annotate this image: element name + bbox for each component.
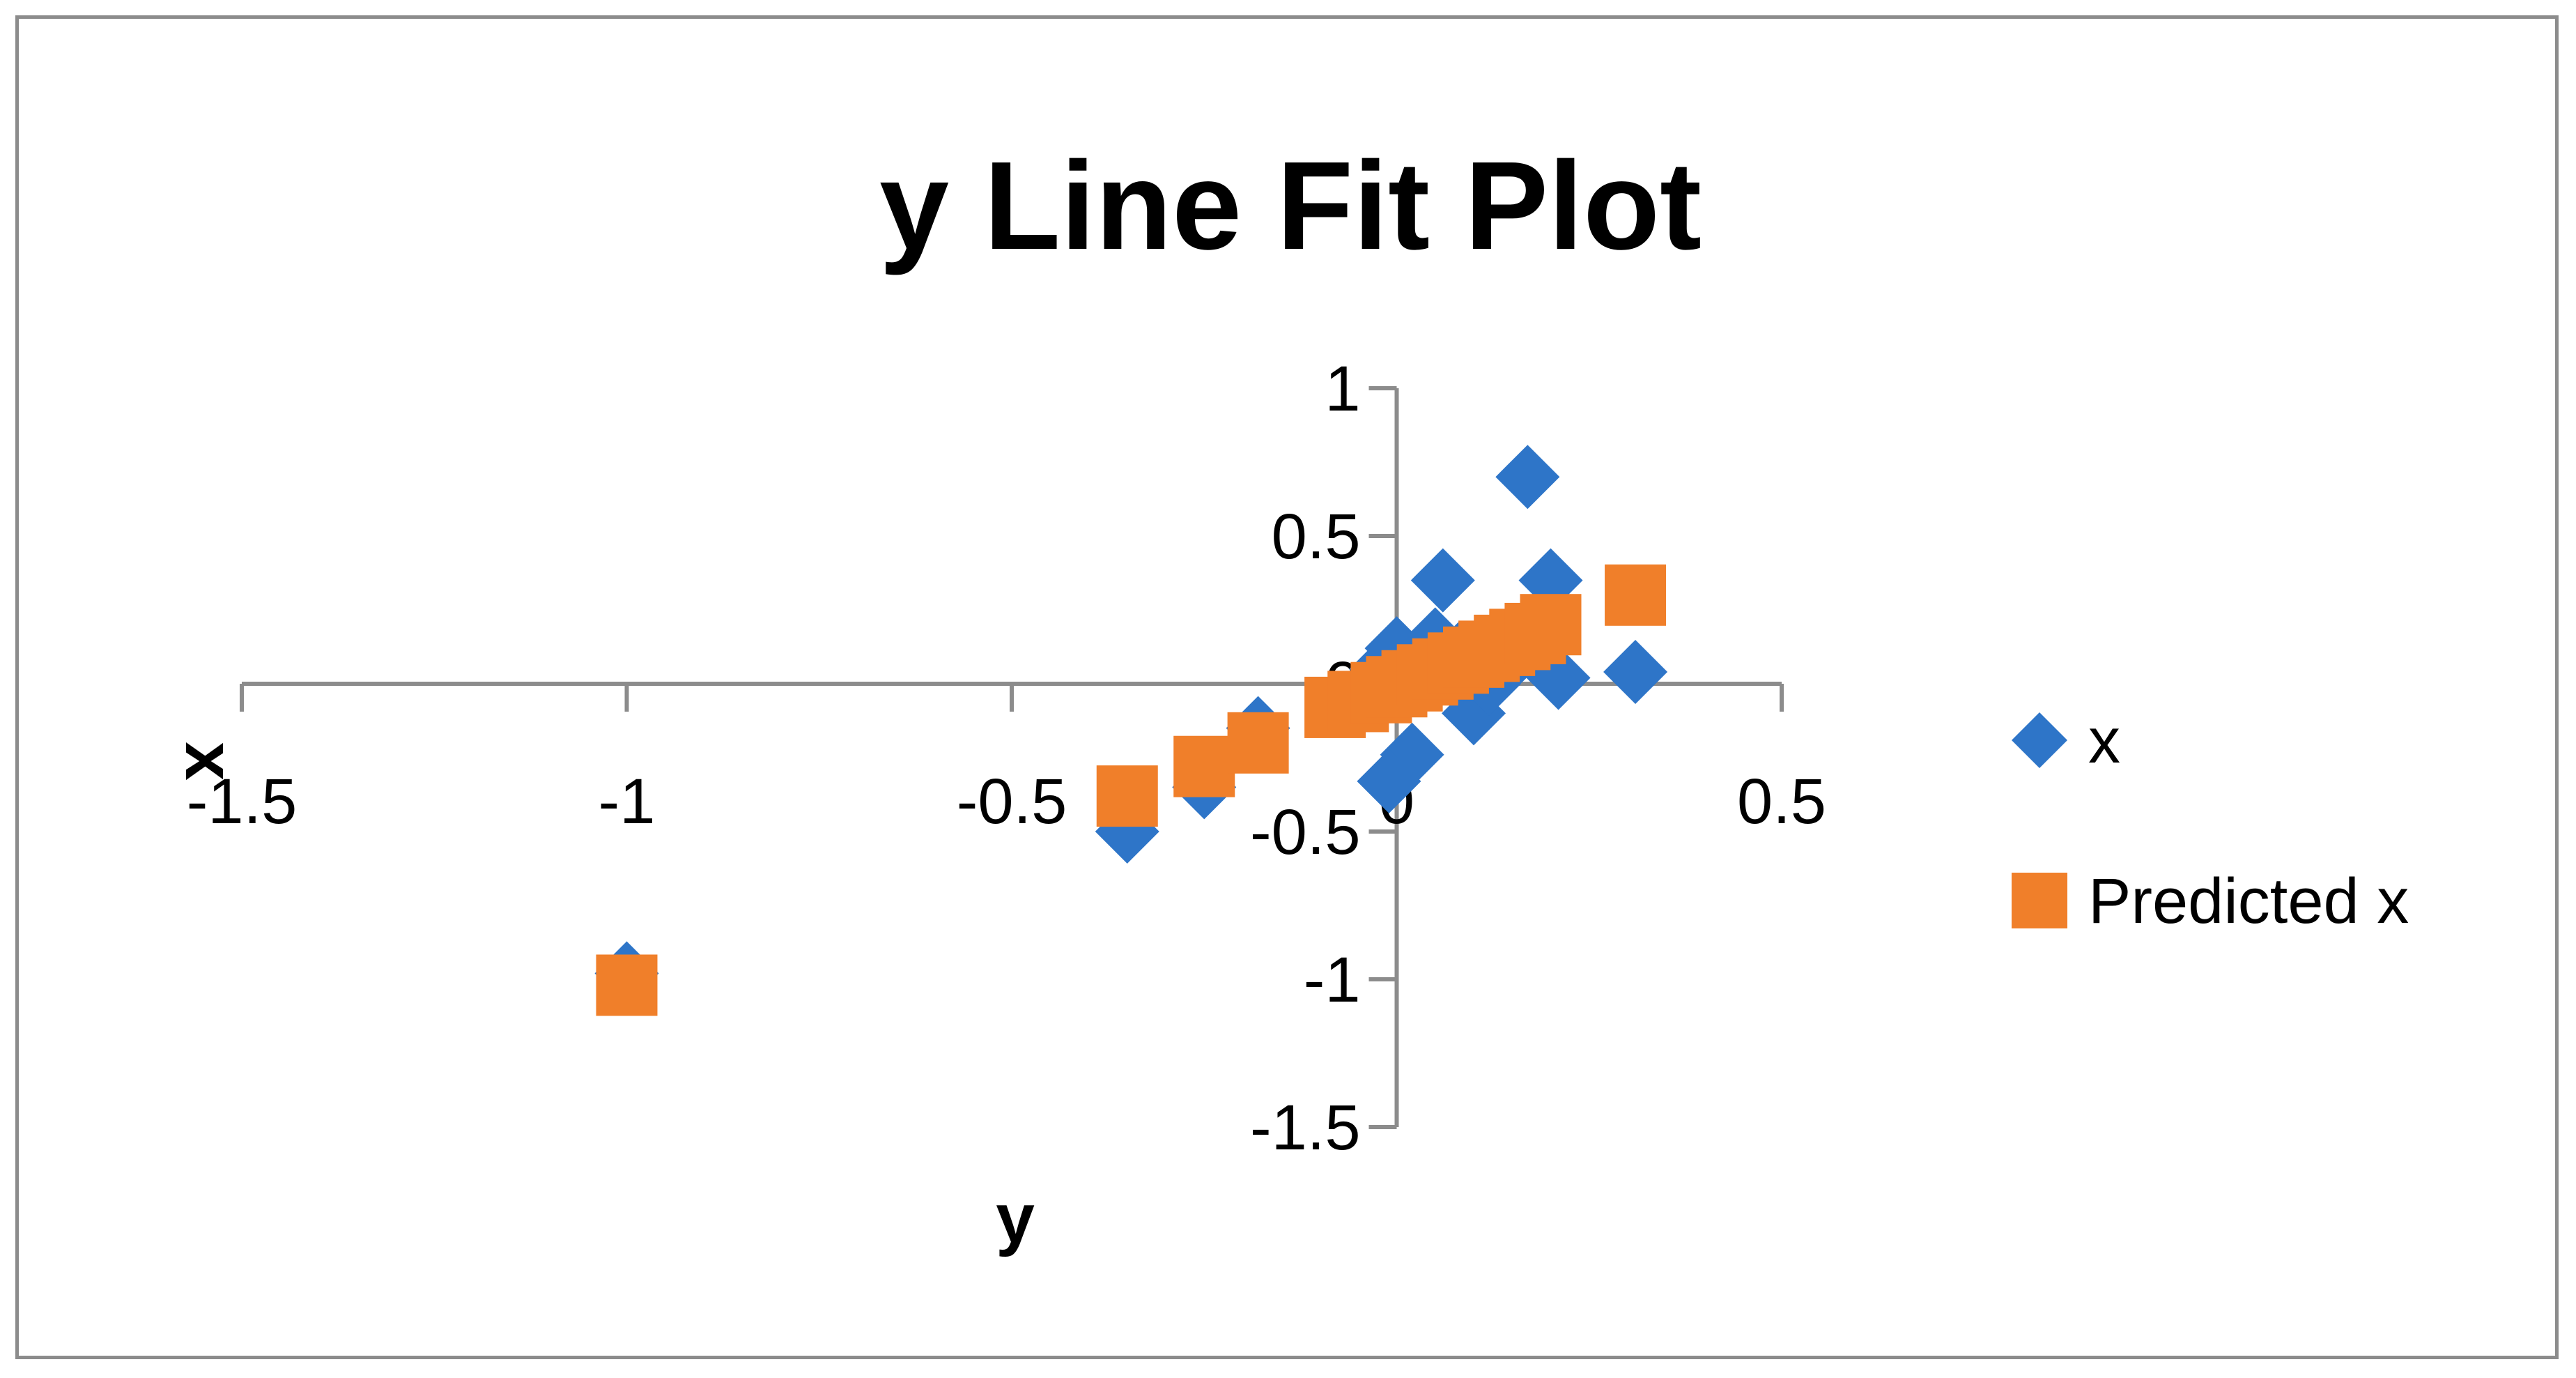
y-axis-title: x: [171, 742, 249, 781]
y-tick-label: -1.5: [1250, 1092, 1361, 1163]
legend-label: x: [2088, 705, 2120, 776]
x-tick-label: -1.5: [187, 766, 298, 837]
legend-marker-predicted-x: [2012, 873, 2067, 928]
x-point: [1603, 640, 1668, 705]
x-tick-label: -0.5: [957, 766, 1067, 837]
x-axis-title: y: [996, 1179, 1035, 1257]
y-tick-label: 1: [1325, 353, 1360, 424]
predicted-x-point: [596, 954, 658, 1016]
legend-marker-x: [2012, 712, 2067, 768]
x-point: [1495, 445, 1560, 510]
predicted-x-point: [1227, 712, 1289, 774]
predicted-x-point: [1520, 594, 1582, 656]
legend-label: Predicted x: [2088, 866, 2409, 937]
legend: x Predicted x: [2012, 705, 2409, 937]
y-tick-label: -1: [1304, 944, 1361, 1016]
x-tick-label: 0.5: [1737, 766, 1826, 837]
y-tick-label: -0.5: [1250, 797, 1361, 868]
predicted-x-point: [1173, 735, 1235, 797]
x-point: [1357, 749, 1421, 813]
chart-title: y Line Fit Plot: [879, 136, 1702, 276]
y-tick-label: 0.5: [1272, 501, 1361, 572]
series-predicted-x: [596, 564, 1667, 1016]
chart-frame: y Line Fit Plot -1.5-1-0.500.5-1.5-1-0.5…: [15, 15, 2559, 1359]
x-point: [1410, 548, 1475, 613]
series-x: [594, 445, 1668, 1006]
predicted-x-point: [1605, 564, 1667, 626]
scatter-chart: y Line Fit Plot -1.5-1-0.500.5-1.5-1-0.5…: [171, 136, 2409, 1257]
x-tick-label: -1: [599, 766, 656, 837]
predicted-x-point: [1096, 765, 1158, 827]
